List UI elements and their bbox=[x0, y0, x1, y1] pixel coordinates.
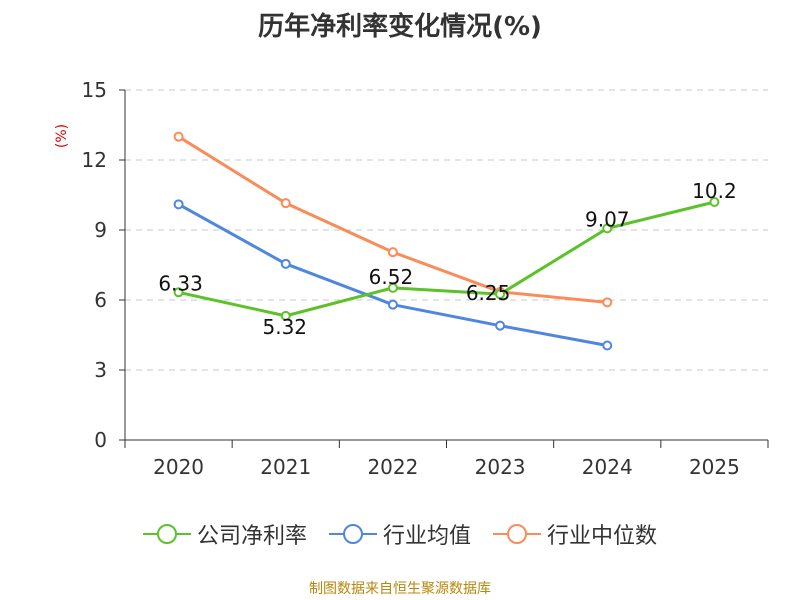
legend: 公司净利率 行业均值 行业中位数 bbox=[0, 518, 800, 550]
chart-title: 历年净利率变化情况(%) bbox=[258, 12, 542, 42]
data-label: 5.32 bbox=[262, 315, 307, 339]
data-point bbox=[280, 258, 291, 269]
x-tick-label: 2023 bbox=[475, 455, 526, 479]
x-tick-label: 2021 bbox=[260, 455, 311, 479]
data-point bbox=[495, 320, 506, 331]
data-point bbox=[173, 199, 184, 210]
data-label: 9.07 bbox=[585, 207, 630, 231]
legend-label: 行业中位数 bbox=[547, 524, 658, 549]
y-tick-label: 6 bbox=[94, 288, 107, 312]
legend-item-industry-average[interactable]: 行业均值 bbox=[328, 518, 471, 550]
legend-line-icon bbox=[328, 524, 377, 544]
data-point bbox=[387, 282, 398, 293]
data-point bbox=[387, 247, 398, 258]
data-point bbox=[602, 340, 613, 351]
data-label: 6.52 bbox=[369, 265, 414, 289]
x-tick-label: 2022 bbox=[367, 455, 418, 479]
y-tick-label: 3 bbox=[94, 358, 107, 382]
data-label: 6.25 bbox=[466, 281, 511, 305]
data-label: 10.2 bbox=[692, 179, 737, 203]
x-tick-label: 2020 bbox=[153, 455, 204, 479]
source-note: 制图数据来自恒生聚源数据库 bbox=[309, 581, 491, 597]
legend-item-company[interactable]: 公司净利率 bbox=[142, 518, 307, 550]
y-tick-label: 12 bbox=[82, 148, 107, 172]
data-label: 6.33 bbox=[158, 271, 203, 295]
data-point bbox=[280, 310, 291, 321]
legend-item-industry-median[interactable]: 行业中位数 bbox=[493, 518, 657, 550]
data-point bbox=[280, 198, 291, 209]
legend-label: 行业均值 bbox=[382, 524, 471, 549]
legend-label: 公司净利率 bbox=[196, 524, 307, 549]
y-tick-label: 0 bbox=[94, 428, 107, 452]
series-line bbox=[178, 200, 715, 318]
data-point bbox=[602, 297, 613, 308]
y-tick-label: 9 bbox=[94, 218, 107, 242]
data-point bbox=[709, 197, 720, 207]
data-point bbox=[173, 131, 184, 142]
x-tick-label: 2024 bbox=[582, 455, 633, 479]
y-tick-label: 15 bbox=[82, 78, 107, 102]
data-point bbox=[173, 287, 184, 298]
legend-line-icon bbox=[493, 524, 541, 544]
data-point bbox=[387, 299, 398, 310]
data-point bbox=[495, 289, 506, 300]
x-tick-label: 2025 bbox=[689, 455, 740, 479]
legend-line-icon bbox=[142, 524, 191, 544]
data-point bbox=[602, 223, 613, 234]
